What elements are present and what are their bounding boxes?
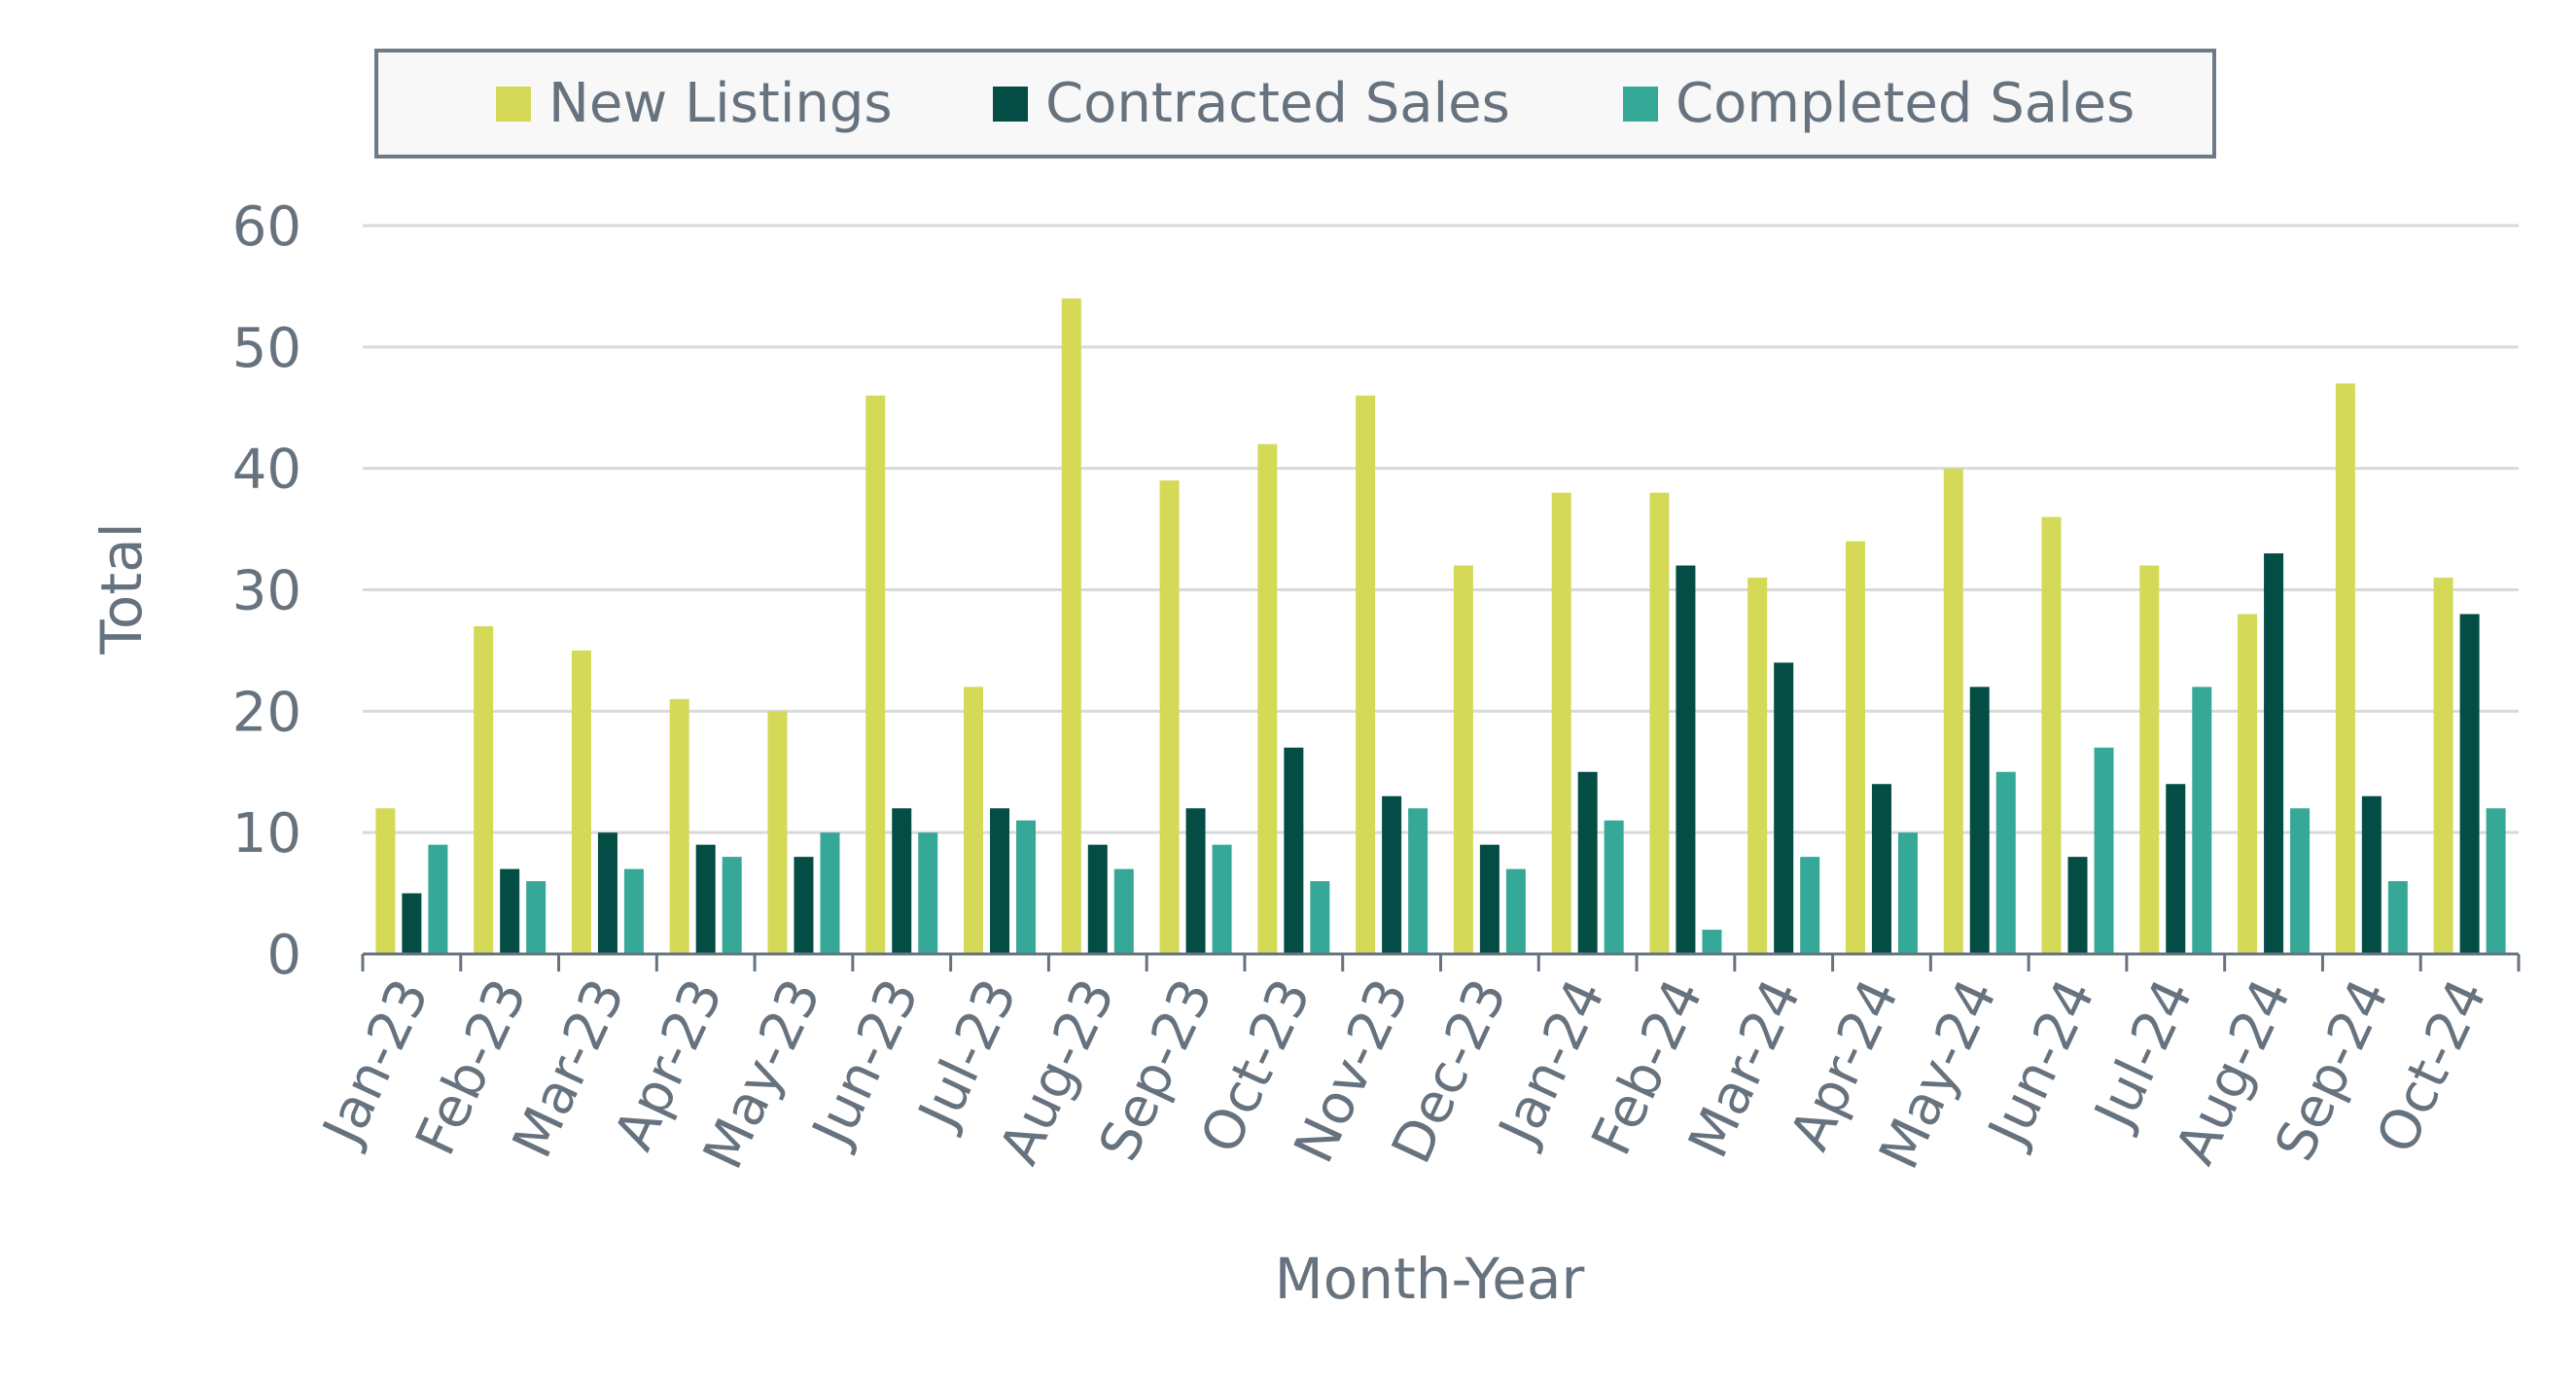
bar-completed-sales: [1113, 868, 1134, 954]
legend-label-completed-sales: Completed Sales: [1676, 72, 2135, 135]
bar-completed-sales: [2192, 687, 2212, 954]
bar-contracted-sales: [1284, 747, 1304, 954]
bar-contracted-sales: [2264, 553, 2284, 954]
bar-contracted-sales: [1871, 784, 1891, 954]
y-tick-label: 0: [266, 924, 301, 987]
bar-contracted-sales: [500, 868, 520, 954]
bar-completed-sales: [1702, 930, 1722, 954]
bar-new-listings: [865, 395, 886, 954]
bar-completed-sales: [1310, 881, 1330, 954]
bar-completed-sales: [428, 844, 448, 954]
bar-completed-sales: [1212, 844, 1232, 954]
legend: New Listings Contracted Sales Completed …: [374, 49, 2216, 159]
bar-completed-sales: [1016, 820, 1037, 954]
bar-contracted-sales: [892, 808, 912, 954]
bar-contracted-sales: [2459, 614, 2480, 954]
bar-new-listings: [1356, 395, 1376, 954]
legend-swatch-completed-sales: [1623, 87, 1658, 122]
bar-contracted-sales: [402, 893, 422, 954]
bar-new-listings: [2238, 614, 2258, 954]
legend-swatch-contracted-sales: [993, 87, 1028, 122]
bar-contracted-sales: [1577, 771, 1598, 954]
bar-completed-sales: [1897, 832, 1918, 954]
legend-label-new-listings: New Listings: [548, 72, 893, 135]
bar-contracted-sales: [2067, 857, 2088, 954]
bar-new-listings: [2041, 516, 2062, 954]
bar-completed-sales: [623, 868, 644, 954]
bar-completed-sales: [1800, 857, 1820, 954]
bar-completed-sales: [526, 881, 547, 954]
bar-completed-sales: [918, 832, 938, 954]
bar-contracted-sales: [1774, 662, 1794, 954]
bar-new-listings: [571, 650, 591, 954]
gridlines: [363, 224, 2519, 834]
y-tick-label: 40: [232, 439, 301, 502]
bar-new-listings: [2335, 383, 2355, 954]
bar-new-listings: [1747, 578, 1768, 954]
bar-new-listings: [375, 808, 396, 954]
bar-contracted-sales: [794, 857, 814, 954]
bar-new-listings: [474, 625, 494, 954]
bar-new-listings: [964, 687, 984, 954]
bar-new-listings: [1943, 468, 1963, 954]
legend-label-contracted-sales: Contracted Sales: [1045, 72, 1510, 135]
bar-completed-sales: [1408, 808, 1429, 954]
bar-new-listings: [1453, 565, 1473, 954]
bar-contracted-sales: [990, 808, 1010, 954]
bar-contracted-sales: [1185, 808, 1206, 954]
bar-contracted-sales: [1676, 565, 1696, 954]
bar-new-listings: [767, 711, 788, 954]
bar-contracted-sales: [2166, 784, 2186, 954]
bar-new-listings: [1061, 298, 1081, 954]
bar-contracted-sales: [2361, 795, 2382, 954]
bar-completed-sales: [1995, 771, 2016, 954]
y-axis-ticks: 0 10 20 30 40 50 60: [232, 195, 301, 987]
y-tick-label: 30: [232, 560, 301, 623]
y-tick-label: 20: [232, 681, 301, 744]
y-tick-label: 60: [232, 195, 301, 259]
bar-contracted-sales: [1479, 844, 1500, 954]
bar-completed-sales: [722, 857, 742, 954]
bar-new-listings: [1159, 480, 1180, 954]
bar-new-listings: [1551, 492, 1571, 954]
bar-completed-sales: [2387, 881, 2408, 954]
y-axis-title: Total: [88, 522, 155, 654]
bar-contracted-sales: [1087, 844, 1108, 954]
bars: [375, 298, 2506, 954]
y-tick-label: 50: [232, 317, 301, 380]
bar-contracted-sales: [695, 844, 716, 954]
bar-completed-sales: [2290, 808, 2311, 954]
bar-new-listings: [1649, 492, 1670, 954]
bar-completed-sales: [2094, 747, 2114, 954]
bar-contracted-sales: [1969, 687, 1990, 954]
y-tick-label: 10: [232, 802, 301, 865]
bar-new-listings: [669, 698, 689, 954]
legend-box: [374, 49, 2216, 159]
bar-new-listings: [1845, 541, 1865, 954]
bar-new-listings: [2433, 578, 2453, 954]
bar-completed-sales: [1604, 820, 1624, 954]
bar-completed-sales: [2486, 808, 2506, 954]
bar-contracted-sales: [1382, 795, 1402, 954]
x-axis-title: Month-Year: [1275, 1246, 1585, 1312]
x-axis: Jan-23Feb-23Mar-23Apr-23May-23Jun-23Jul-…: [310, 952, 2521, 1179]
bar-new-listings: [1257, 443, 1278, 954]
bar-completed-sales: [1505, 868, 1526, 954]
legend-swatch-new-listings: [496, 87, 531, 122]
bar-contracted-sales: [597, 832, 618, 954]
bar-new-listings: [2139, 565, 2160, 954]
bar-completed-sales: [820, 832, 840, 954]
